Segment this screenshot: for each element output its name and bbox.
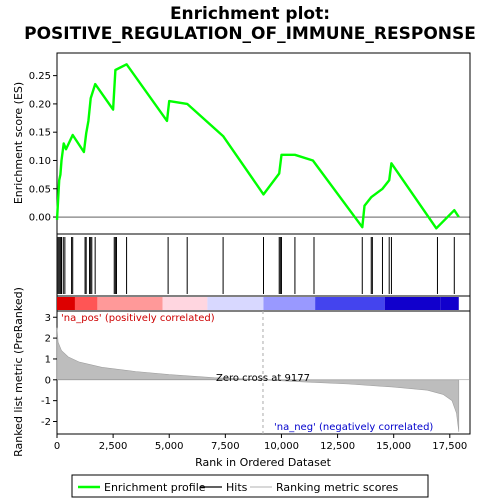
rank-x-tick-label: 17,500	[432, 441, 467, 452]
legend-label: Enrichment profile	[104, 481, 206, 494]
hits-group	[57, 237, 455, 294]
zero-cross-label: Zero cross at 9177	[216, 373, 310, 384]
es-y-tick-label: 0.05	[29, 184, 51, 195]
heat-segment	[315, 297, 385, 310]
rank-x-tick-label: 12,500	[320, 441, 355, 452]
rank-x-tick-label: 10,000	[264, 441, 299, 452]
es-y-tick-label: 0.15	[29, 128, 51, 139]
negative-correlated-label: 'na_neg' (negatively correlated)	[274, 422, 433, 433]
rank-y-tick-label: 0	[45, 375, 51, 386]
es-y-tick-label: 0.25	[29, 71, 51, 82]
chart-title-line2: POSITIVE_REGULATION_OF_IMMUNE_RESPONSE	[24, 24, 476, 44]
heat-segment	[57, 297, 75, 310]
rank-y-tick-label: -2	[41, 417, 51, 428]
heat-segment	[97, 297, 163, 310]
legend-frame	[71, 474, 429, 498]
rank-x-axis: 0 2,500 5,000 7,500 10,000 12,500 15,000 17,500	[54, 434, 467, 452]
heat-segment	[440, 297, 459, 310]
rank-y-axis: -2 -1 0 1 2 3	[41, 313, 57, 428]
rank-x-tick-label: 5,000	[155, 441, 184, 452]
legend-label: Ranking metric scores	[276, 481, 398, 494]
heat-segment	[384, 297, 441, 310]
rank-y-axis-label: Ranked list metric (PreRanked)	[12, 287, 25, 457]
es-y-axis-label: Enrichment score (ES)	[12, 82, 25, 204]
es-y-tick-label: 0.00	[29, 213, 51, 224]
rank-y-tick-label: -1	[41, 396, 51, 407]
rank-y-tick-label: 1	[45, 354, 51, 365]
rank-x-axis-label: Rank in Ordered Dataset	[195, 456, 332, 469]
heat-segment	[74, 297, 98, 310]
es-panel-frame	[56, 52, 471, 235]
rank-x-tick-label: 7,500	[211, 441, 240, 452]
legend-label: Hits	[226, 481, 248, 494]
rank-x-tick-label: 0	[54, 441, 60, 452]
rank-x-tick-label: 2,500	[99, 441, 128, 452]
legend: Enrichment profile Hits Ranking metric sco…	[78, 481, 398, 494]
rank-x-tick-label: 15,000	[376, 441, 411, 452]
es-y-tick-label: 0.20	[29, 99, 51, 110]
es-y-axis: 0.00 0.05 0.10 0.15 0.20 0.25	[29, 71, 57, 224]
positive-correlated-label: 'na_pos' (positively correlated)	[61, 313, 215, 324]
chart-title-line1: Enrichment plot:	[170, 4, 330, 24]
es-line-group	[55, 63, 470, 230]
rank-y-tick-label: 3	[45, 313, 51, 324]
heat-segment	[162, 297, 208, 310]
heat-bar	[57, 297, 459, 310]
heat-segment	[263, 297, 316, 310]
rank-y-tick-label: 2	[45, 334, 51, 345]
heat-segment	[207, 297, 264, 310]
es-y-tick-label: 0.10	[29, 156, 51, 167]
es-profile-line	[55, 63, 460, 230]
